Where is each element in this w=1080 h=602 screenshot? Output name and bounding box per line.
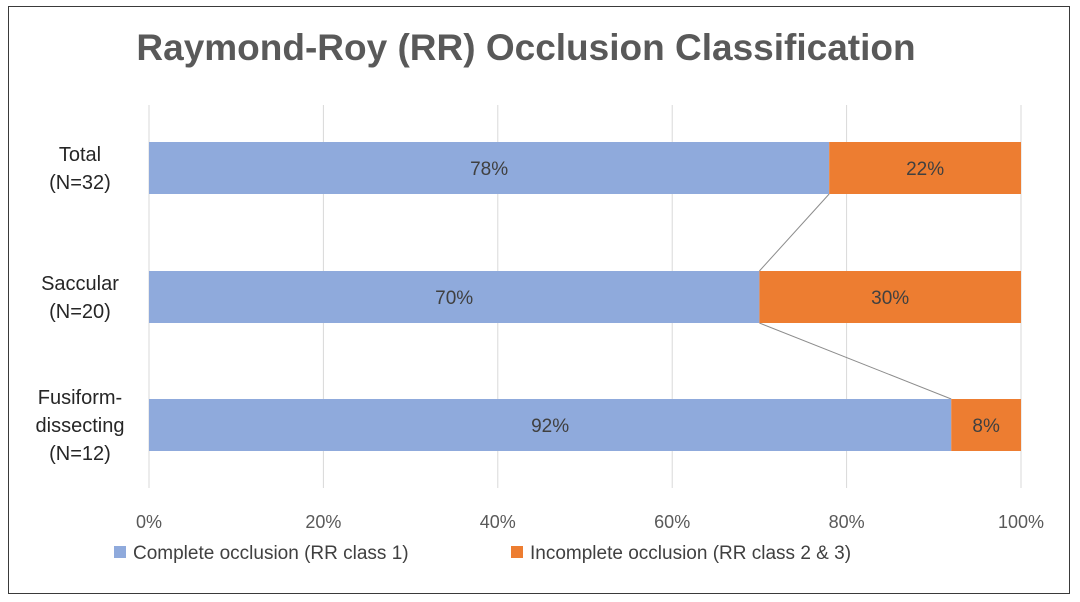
category-label-1-line-0: Saccular bbox=[41, 273, 119, 295]
legend-label-0: Complete occlusion (RR class 1) bbox=[133, 543, 409, 564]
x-tick-label-5: 100% bbox=[998, 512, 1044, 532]
data-label-series1-cat1: 30% bbox=[871, 288, 909, 309]
data-label-series1-cat0: 22% bbox=[906, 159, 944, 180]
x-tick-label-1: 20% bbox=[305, 512, 341, 532]
bar-series0-cat1 bbox=[149, 271, 760, 323]
category-label-2-line-1: dissecting bbox=[36, 415, 125, 437]
category-label-1-line-1: (N=20) bbox=[49, 301, 111, 323]
category-axis-labels: Total (N=32) Saccular (N=20) Fusiform-dissec… bbox=[36, 144, 125, 465]
bar-series1-cat1 bbox=[759, 271, 1021, 323]
series-line-1 bbox=[759, 322, 952, 400]
value-axis-tick-labels: 0% 20% 40% 60% 80% 100% bbox=[136, 512, 1044, 532]
legend-swatch-0 bbox=[114, 546, 126, 558]
x-tick-label-4: 80% bbox=[829, 512, 865, 532]
data-label-series0-cat1: 70% bbox=[435, 288, 473, 309]
x-tick-label-2: 40% bbox=[480, 512, 516, 532]
x-tick-label-0: 0% bbox=[136, 512, 162, 532]
legend: Complete occlusion (RR class 1) Incomplet… bbox=[114, 543, 851, 564]
x-tick-label-3: 60% bbox=[654, 512, 690, 532]
bar-series1-cat2 bbox=[951, 399, 1021, 451]
series-lines bbox=[759, 193, 952, 400]
bars bbox=[149, 142, 1021, 451]
bar-series0-cat0 bbox=[149, 142, 830, 194]
category-label-2-line-0: Fusiform- bbox=[38, 387, 122, 409]
data-label-series0-cat2: 92% bbox=[531, 416, 569, 437]
category-label-0-line-1: (N=32) bbox=[49, 172, 111, 194]
legend-swatch-1 bbox=[511, 546, 523, 558]
bar-series0-cat2 bbox=[149, 399, 952, 451]
series-line-0 bbox=[759, 193, 830, 272]
legend-label-1: Incomplete occlusion (RR class 2 & 3) bbox=[530, 543, 851, 564]
data-label-series1-cat2: 8% bbox=[972, 416, 1000, 437]
category-label-0-line-0: Total bbox=[59, 144, 101, 166]
data-labels: 78% 22% 70% 30% 92% 8% bbox=[435, 159, 1000, 437]
bar-series1-cat0 bbox=[829, 142, 1021, 194]
data-label-series0-cat0: 78% bbox=[470, 159, 508, 180]
category-label-2-line-2: (N=12) bbox=[49, 443, 111, 465]
chart-title: Raymond-Roy (RR) Occlusion Classificatio… bbox=[136, 27, 915, 68]
